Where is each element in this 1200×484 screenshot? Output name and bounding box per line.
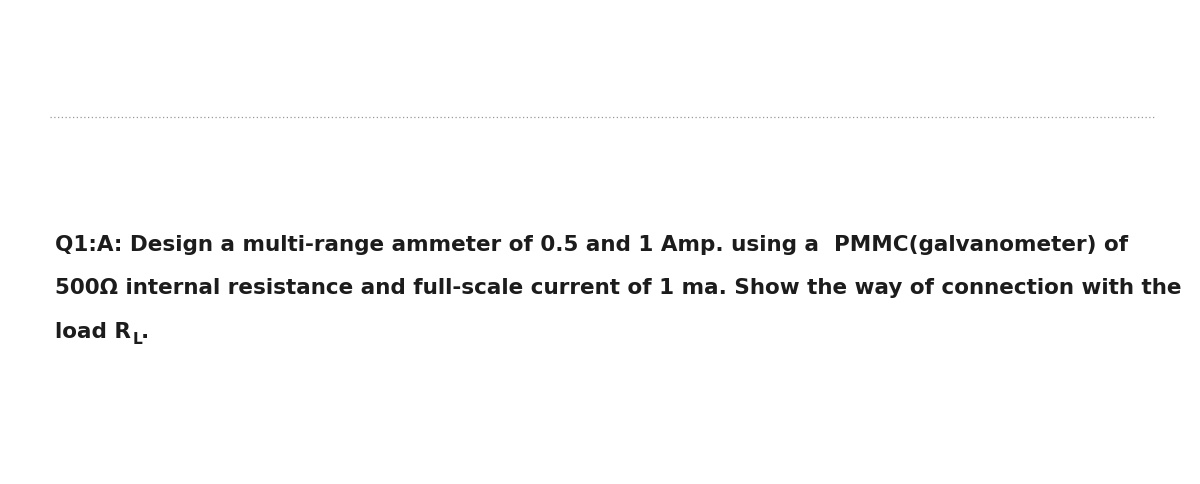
Text: L: L: [133, 331, 143, 346]
Text: .: .: [140, 321, 149, 341]
Text: load R: load R: [55, 321, 131, 341]
Text: Q1:A: Design a multi-range ammeter of 0.5 and 1 Amp. using a  PMMC(galvanometer): Q1:A: Design a multi-range ammeter of 0.…: [55, 235, 1128, 255]
Text: 500Ω internal resistance and full-scale current of 1 ma. Show the way of connect: 500Ω internal resistance and full-scale …: [55, 277, 1182, 297]
